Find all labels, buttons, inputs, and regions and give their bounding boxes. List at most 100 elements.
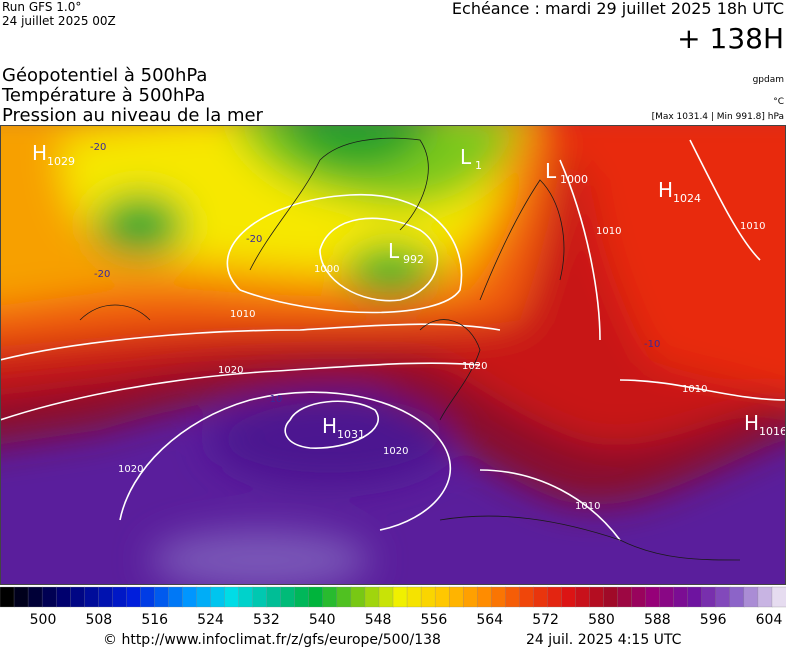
colorbar-label: 556: [421, 612, 448, 628]
isotherm-label: -10: [266, 394, 282, 405]
field-label: Pression au niveau de la mer: [2, 105, 264, 126]
unit-label: [Max 1031.4 | Min 991.8] hPa: [652, 112, 784, 122]
colorbar-swatch: [70, 586, 85, 608]
colorbar: 500 508 516 524 532 540 548 556 564 572 580 588 596 6…: [0, 586, 786, 628]
colorbar-swatch: [196, 586, 212, 608]
echeance: Echéance : mardi 29 juillet 2025 18h UTC: [452, 0, 784, 18]
colorbar-swatch: [477, 586, 492, 608]
isotherm-label: -20: [94, 269, 110, 280]
colorbar-swatch: [140, 586, 156, 608]
isobar-label: 1010: [596, 226, 621, 237]
pressure-center-type: L: [460, 145, 472, 169]
pressure-center-type: L: [388, 239, 400, 263]
colorbar-swatch: [168, 586, 184, 608]
colorbar-swatch: [673, 586, 689, 608]
pressure-center-value: 1: [475, 159, 482, 172]
pressure-center-value: 992: [403, 253, 424, 266]
colorbar-swatch: [575, 586, 591, 608]
isotherm-label: -20: [246, 234, 262, 245]
pressure-center-type: H: [658, 178, 673, 202]
colorbar-swatch: [645, 586, 661, 608]
colorbar-swatch: [84, 586, 99, 608]
isobar-label: 1010: [740, 221, 765, 232]
colorbar-label: 564: [476, 612, 503, 628]
pressure-center-type: H: [322, 414, 337, 438]
field-label: Température à 500hPa: [1, 85, 205, 106]
colorbar-swatch: [364, 586, 380, 608]
colorbar-label: 540: [309, 612, 336, 628]
colorbar-label: 516: [141, 612, 168, 628]
isobar-label: 1020: [218, 365, 243, 376]
colorbar-swatch: [687, 586, 703, 608]
isobar-label: 1010: [230, 309, 255, 320]
isotherm-label: -20: [90, 142, 106, 153]
colorbar-swatch: [336, 586, 352, 608]
colorbar-swatch: [266, 586, 282, 608]
colorbar-swatch: [743, 586, 759, 608]
isobar-label: 1010: [682, 384, 707, 395]
colorbar-label: 572: [532, 612, 559, 628]
colorbar-swatch: [533, 586, 549, 608]
isobar-label: 1010: [575, 501, 600, 512]
isotherm-label: -10: [644, 339, 660, 350]
colorbar-swatch: [252, 586, 268, 608]
isobars: [0, 139, 786, 541]
pressure-center-value: 1029: [47, 155, 75, 168]
colorbar-label: 588: [644, 612, 671, 628]
unit-label: °C: [773, 97, 784, 107]
colorbar-swatch: [350, 586, 366, 608]
colorbar-swatch: [463, 586, 478, 608]
colorbar-swatch: [589, 586, 605, 608]
colorbar-swatch: [322, 586, 338, 608]
colorbar-label: 596: [700, 612, 727, 628]
colorbar-label: 548: [365, 612, 392, 628]
colorbar-swatch: [701, 586, 717, 608]
colorbar-swatch: [27, 586, 43, 608]
isobar-label: 1020: [462, 361, 487, 372]
colorbar-label: 524: [197, 612, 224, 628]
source-url: © http://www.infoclimat.fr/z/gfs/europe/…: [103, 632, 441, 648]
isobar-label: 1020: [118, 464, 143, 475]
colorbar-label: 604: [756, 612, 783, 628]
colorbar-swatch: [631, 586, 647, 608]
pressure-center-value: 1000: [560, 173, 588, 186]
colorbar-swatch: [378, 586, 394, 608]
timestamp: 24 juil. 2025 4:15 UTC: [526, 632, 682, 648]
colorbar-swatch: [491, 586, 506, 608]
colorbar-swatch: [771, 586, 786, 608]
colorbar-swatch: [519, 586, 535, 608]
field-label: Géopotentiel à 500hPa: [2, 65, 207, 86]
colorbar-swatch: [98, 586, 113, 608]
colorbar-swatch: [13, 586, 29, 608]
colorbar-swatch: [0, 586, 15, 608]
colorbar-swatch: [308, 586, 324, 608]
colorbar-swatch: [238, 586, 254, 608]
colorbar-label: 532: [253, 612, 280, 628]
colorbar-label: 580: [588, 612, 615, 628]
colorbar-swatch: [448, 586, 464, 608]
colorbar-swatch: [392, 586, 408, 608]
pressure-center-type: H: [32, 141, 47, 165]
colorbar-swatch: [603, 586, 619, 608]
lead-time: + 138H: [677, 22, 784, 55]
isobar-label: 1000: [314, 264, 339, 275]
colorbar-swatch: [505, 586, 520, 608]
unit-label: gpdam: [753, 75, 784, 85]
pressure-center-value: 1016: [759, 425, 786, 438]
colorbar-swatch: [434, 586, 450, 608]
colorbar-swatch: [547, 586, 563, 608]
colorbar-swatch: [729, 586, 745, 608]
colorbar-swatch: [406, 586, 422, 608]
pressure-center-value: 1031: [337, 428, 365, 441]
run-label: Run GFS 1.0°: [2, 0, 81, 14]
colorbar-label: 508: [85, 612, 112, 628]
colorbar-swatch: [55, 586, 71, 608]
colorbar-swatch: [659, 586, 675, 608]
colorbar-swatch: [617, 586, 633, 608]
colorbar-swatch: [420, 586, 436, 608]
colorbar-swatch: [126, 586, 142, 608]
colorbar-swatch: [757, 586, 773, 608]
